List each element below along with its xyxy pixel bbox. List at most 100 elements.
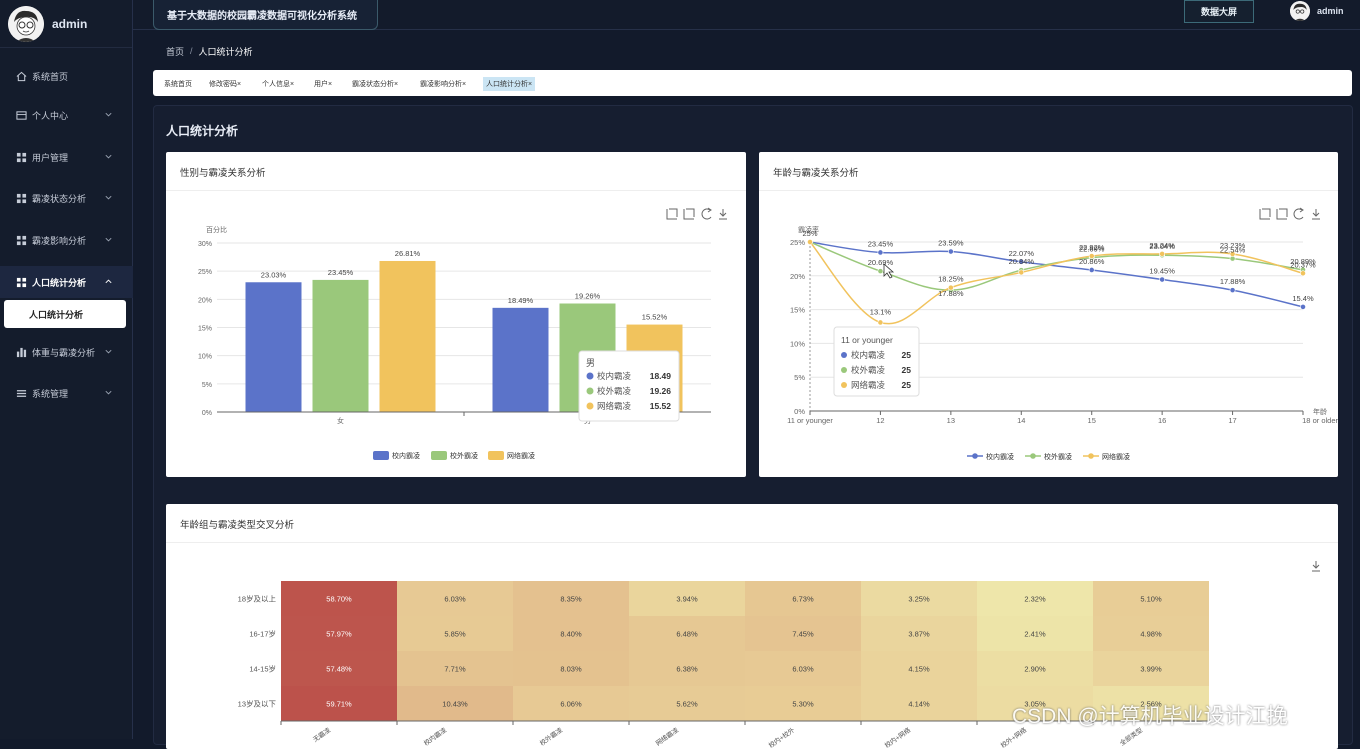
x-tick-label: 14 [1017,416,1025,425]
restore-icon[interactable] [1293,207,1304,220]
tab-home[interactable]: 系统首页 [161,77,195,91]
tooltip-series-name: 校内霸凌 [597,371,632,381]
heatmap-cell [861,616,977,651]
tab-label: 系统首页 [164,81,192,88]
gender-chart-card: 性别与霸凌关系分析 百分比 0% 5% 10% 15% 20% 25% 30% 23.03%… [166,152,746,477]
heatmap-cell [745,651,861,686]
tab-bully-impact[interactable]: 霸凌影响分析 × [417,77,469,91]
breadcrumb-home[interactable]: 首页 [166,46,185,57]
point-value-label: 25% [802,229,817,238]
menu-item-system-management[interactable]: 系统管理 [0,377,133,409]
download-icon[interactable] [1312,561,1320,572]
heatmap-cell-label: 6.03% [792,665,814,674]
bar-value-label: 26.81% [395,249,421,258]
download-icon[interactable] [1312,209,1320,220]
menu-item-bully-status[interactable]: 霸凌状态分析 [0,182,133,214]
heatmap-cell-label: 57.97% [326,630,352,639]
legend-label: 校内霸凌 [986,452,1014,461]
zoom-icon[interactable] [1259,208,1271,220]
submenu-item-demographics[interactable]: 人口统计分析 [4,300,126,328]
tab-bully-status[interactable]: 霸凌状态分析 × [349,77,401,91]
menu-label: 人口统计分析 [32,277,87,288]
divider [166,190,746,191]
series-point-2 [877,319,884,326]
heatmap-cell-label: 10.43% [442,700,468,709]
menu-item-home[interactable]: 系统首页 [0,60,133,92]
tab-change-password[interactable]: 修改密码 × [206,77,244,91]
tab-demographics[interactable]: 人口统计分析 × [483,77,536,91]
tab-close-icon[interactable]: × [237,80,242,88]
menu-item-demographics[interactable]: 人口统计分析 [0,266,133,298]
heatmap-cell-label: 4.14% [908,700,930,709]
zoom-icon[interactable] [666,208,678,220]
download-icon[interactable] [719,209,727,220]
point-value-label: 22.54% [1220,246,1246,255]
menu-label: 霸凌影响分析 [32,235,87,246]
tab-close-icon[interactable]: × [328,80,333,88]
tooltip-marker [841,367,847,373]
age-bully-heatmap: 58.70% 6.03% 8.35% 3.94% 6.73% 3.25% 2.32% 5.10… [238,561,1320,749]
y-tick-label: 20% [198,297,212,304]
menu-item-bully-impact[interactable]: 霸凌影响分析 [0,224,133,256]
tab-close-icon[interactable]: × [528,80,533,88]
tooltip-series-value: 25 [902,380,912,390]
tooltip-series-value: 15.52 [650,401,672,411]
series-point-0 [1229,287,1236,294]
tab-users[interactable]: 用户 × [311,77,335,91]
menu-item-user-management[interactable]: 用户管理 [0,141,133,173]
series-point-2 [1159,250,1166,257]
heatmap-cell [977,651,1093,686]
chevron-down-icon [105,237,112,242]
heatmap-cell [281,651,397,686]
heatmap-cell-label: 57.48% [326,665,352,674]
menu-item-profile[interactable]: 个人中心 [0,99,133,131]
tooltip-series-value: 18.49 [650,371,672,381]
heatmap-cell [745,686,861,721]
x-tick-label: 13 [947,416,955,425]
menu-label: 用户管理 [32,152,69,163]
grid-icon [16,193,27,203]
breadcrumb-current: 人口统计分析 [198,46,253,57]
tab-personal-info[interactable]: 个人信息 × [259,77,297,91]
x-axis-title: 年龄 [1313,407,1327,416]
chart-toolbox [1259,207,1320,220]
heatmap-cell-label: 7.71% [444,665,466,674]
bar-value-label: 23.45% [328,268,354,277]
heatmap-cell [977,616,1093,651]
y-tick-label: 5% [202,382,212,389]
series-point-0 [1300,303,1306,310]
tab-close-icon[interactable]: × [290,80,295,88]
point-value-label: 20.69% [868,258,894,267]
bar-value-label: 18.49% [508,296,534,305]
tooltip-series-name: 校外霸凌 [597,386,632,396]
heatmap-cell [1093,651,1209,686]
tooltip-series-name: 网络霸凌 [851,380,886,390]
bar-value-label: 19.26% [575,292,601,301]
zoom-reset-icon[interactable] [1276,208,1288,220]
series-point-0 [1088,267,1095,273]
tooltip-series-value: 25 [902,365,912,375]
tab-close-icon[interactable]: × [462,80,467,88]
avatar-face-icon [8,5,44,42]
menu-label: 霸凌状态分析 [32,193,87,204]
watermark: CSDN @计算机毕业设计江挽 [1012,705,1288,728]
point-value-label: 20.84% [1009,257,1035,266]
tab-close-icon[interactable]: × [394,80,399,88]
heatmap-cell [513,616,629,651]
avatar[interactable] [8,5,44,42]
chevron-down-icon [105,390,112,395]
tab-label: 人口统计分析 [486,81,528,88]
tab-label: 霸凌影响分析 [420,81,462,88]
legend-label: 网络霸凌 [1102,452,1130,461]
zoom-reset-icon[interactable] [683,208,695,220]
user-menu[interactable]: admin [1290,0,1344,22]
y-tick-label: 10% [790,339,805,348]
point-value-label: 23.59% [938,239,964,248]
chevron-down-icon [105,112,112,117]
data-screen-button[interactable]: 数据大屏 [1184,0,1254,23]
heatmap-cell [861,651,977,686]
series-point-2 [947,284,954,291]
menu-item-weight-bully[interactable]: 体重与霸凌分析 [0,336,133,368]
restore-icon[interactable] [701,207,712,220]
legend-marker [972,453,978,459]
